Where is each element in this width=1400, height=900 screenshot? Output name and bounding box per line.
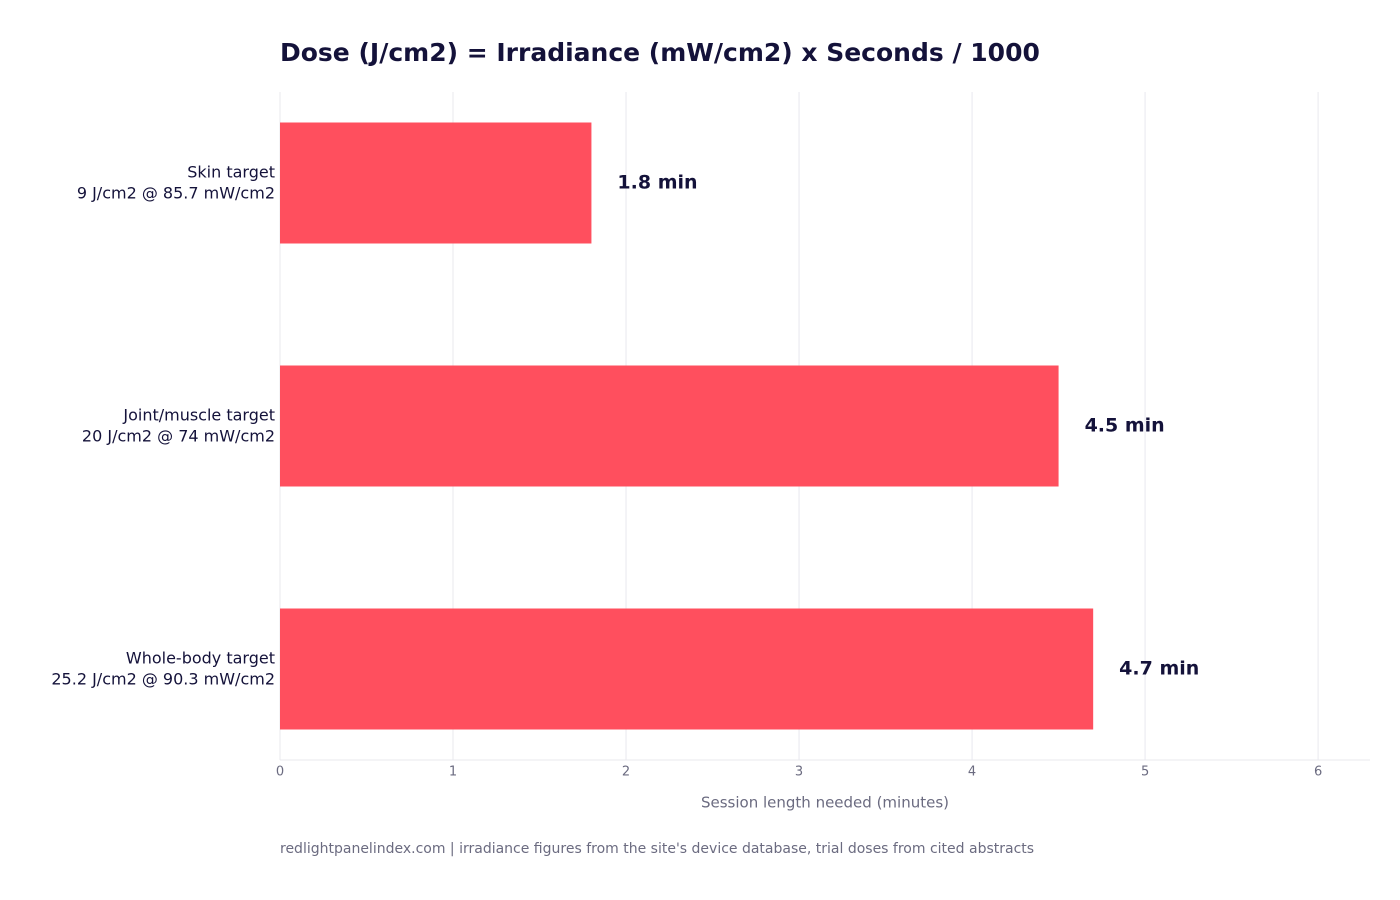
x-tick-label: 5 bbox=[1141, 765, 1149, 780]
x-axis-title: Session length needed (minutes) bbox=[701, 794, 949, 812]
y-tick-label: Skin target bbox=[187, 163, 275, 182]
x-tick-label: 4 bbox=[968, 765, 976, 780]
y-tick-label: 20 J/cm2 @ 74 mW/cm2 bbox=[82, 427, 275, 446]
bar bbox=[280, 122, 592, 244]
bar bbox=[280, 365, 1059, 487]
x-tick-label: 2 bbox=[622, 765, 630, 780]
data-label: 4.7 min bbox=[1119, 658, 1199, 680]
chart-title: Dose (J/cm2) = Irradiance (mW/cm2) x Sec… bbox=[280, 38, 1040, 67]
data-label: 1.8 min bbox=[617, 172, 697, 194]
x-tick-label: 6 bbox=[1314, 765, 1322, 780]
y-tick-label: 25.2 J/cm2 @ 90.3 mW/cm2 bbox=[51, 670, 275, 689]
y-tick-label: Whole-body target bbox=[126, 649, 275, 668]
y-tick-label: Joint/muscle target bbox=[122, 406, 275, 425]
bar bbox=[280, 608, 1094, 730]
x-tick-label: 0 bbox=[276, 765, 284, 780]
x-tick-label: 3 bbox=[795, 765, 803, 780]
x-tick-label: 1 bbox=[449, 765, 457, 780]
data-label: 4.5 min bbox=[1085, 415, 1165, 437]
y-tick-label: 9 J/cm2 @ 85.7 mW/cm2 bbox=[77, 184, 275, 203]
source-note: redlightpanelindex.com | irradiance figu… bbox=[280, 841, 1034, 857]
